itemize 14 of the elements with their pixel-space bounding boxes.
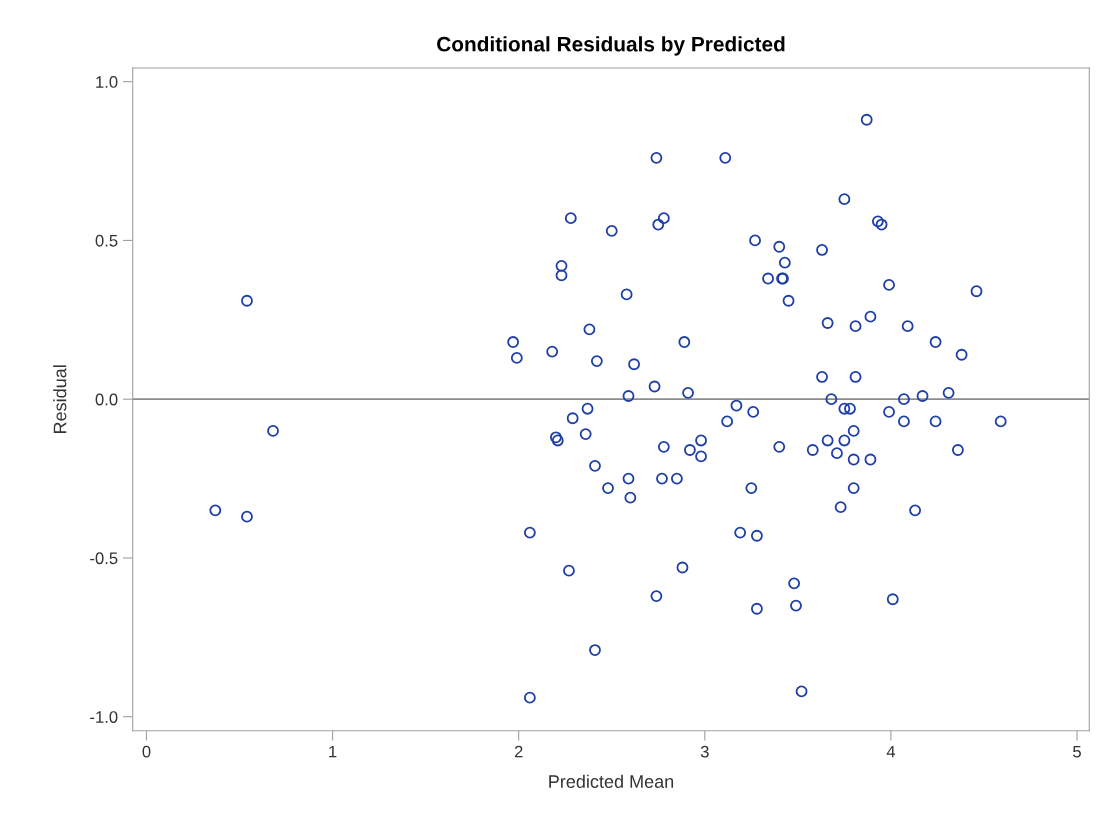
x-tick-label: 1	[329, 745, 337, 758]
chart-title: Conditional Residuals by Predicted	[437, 36, 785, 56]
y-tick-label: 0.5	[95, 234, 118, 247]
x-axis-title: Predicted Mean	[549, 774, 674, 788]
y-tick-label: 0.0	[95, 393, 118, 406]
x-tick-label: 3	[700, 745, 709, 758]
y-tick-label: 1.0	[96, 76, 118, 88]
x-tick-label: 4	[886, 745, 896, 758]
x-tick-label: 5	[1073, 745, 1081, 758]
y-tick-label: -0.5	[90, 552, 118, 565]
x-tick-label: 2	[514, 745, 523, 758]
y-axis-title: Residual	[53, 365, 67, 433]
x-tick-label: 0	[142, 745, 151, 758]
y-tick-label: -1.0	[90, 711, 118, 723]
